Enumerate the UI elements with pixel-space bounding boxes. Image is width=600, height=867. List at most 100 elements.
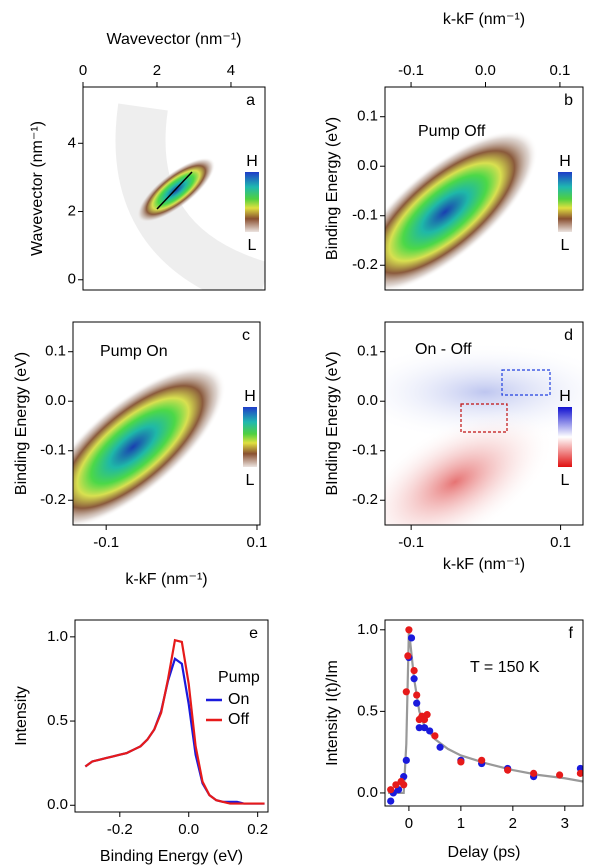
plot-area (84, 638, 265, 805)
point (413, 699, 421, 707)
colorbar (558, 172, 572, 232)
panel-letter: c (242, 327, 250, 344)
y-tick-label: 0.5 (357, 702, 378, 719)
x-tick-label: 0.1 (549, 62, 570, 79)
point (420, 724, 429, 732)
x-axis-label: k-kF (nm⁻¹) (443, 556, 525, 573)
plot-area (115, 103, 265, 290)
fit-line (388, 629, 583, 795)
panel-letter: b (564, 92, 573, 109)
y-tick-label: 0.0 (45, 392, 66, 409)
colorbar-low: L (561, 472, 570, 489)
point (576, 769, 583, 777)
frame (384, 619, 584, 807)
frame (74, 619, 269, 813)
point (413, 691, 421, 699)
colorbar (245, 172, 259, 232)
y-axis-label: Binding Energy (eV) (13, 352, 30, 495)
panel: -0.1 0.1 -0.2 -0.1 0.0 0.1 k-kF (nm⁻¹) BInding … (324, 321, 584, 573)
x-axis-label: Binding Energy (eV) (100, 848, 243, 865)
point (405, 626, 413, 634)
x-tick-label: 0 (405, 815, 413, 832)
intensity-blob (385, 130, 538, 290)
point (400, 781, 408, 789)
point (530, 769, 538, 777)
x-tick-label: 0.0 (475, 62, 496, 79)
panel-letter: e (249, 625, 258, 642)
point (423, 711, 431, 719)
x-axis-label: k-kF (nm⁻¹) (443, 11, 525, 28)
y-tick-label: 0.0 (357, 392, 378, 409)
y-tick-label: -0.1 (40, 442, 66, 459)
plot-area (385, 342, 583, 525)
frame (384, 86, 584, 291)
point (504, 766, 512, 774)
y-axis-label: BInding Energy (eV) (324, 351, 341, 495)
y-axis-label: Intensity I(t)/Im (324, 660, 341, 766)
point (392, 781, 400, 789)
point (431, 732, 439, 740)
colorbar-low: L (246, 472, 255, 489)
x-axis-label: Delay (ps) (448, 844, 521, 861)
legend-label: Off (228, 711, 250, 728)
y-tick-label: 0.1 (357, 343, 378, 360)
legend-label: On (228, 691, 249, 708)
annotation: On - Off (415, 341, 472, 358)
y-tick-label: 0.5 (47, 712, 68, 729)
x-tick-label: 2 (509, 815, 517, 832)
point (407, 634, 416, 642)
y-tick-label: 0.1 (357, 108, 378, 125)
y-tick-label: 0.0 (357, 157, 378, 174)
y-axis-label: Wavevector (nm⁻¹) (29, 121, 46, 256)
x-tick-label: 0 (79, 62, 87, 79)
panel: -0.1 0.1 -0.2 -0.1 0.0 0.1 k-kF (nm⁻¹) Binding … (13, 321, 267, 588)
y-tick-label: 0.0 (47, 796, 68, 813)
line (84, 638, 265, 805)
point (556, 771, 564, 779)
point (415, 724, 423, 732)
x-tick-label: 0.1 (550, 534, 571, 551)
point (457, 758, 465, 766)
point (402, 688, 410, 696)
point (387, 786, 395, 794)
plot-area (73, 365, 226, 525)
y-tick-label: 0.0 (357, 784, 378, 801)
point (410, 666, 418, 675)
point (436, 743, 444, 751)
colorbar-high: H (559, 388, 571, 405)
y-axis-label: Binding Energy (eV) (324, 117, 341, 260)
annotation: T = 150 K (470, 659, 540, 676)
point (387, 797, 395, 805)
x-axis-label: k-kF (nm⁻¹) (125, 571, 207, 588)
y-tick-label: 4 (68, 134, 76, 151)
y-tick-label: 0 (68, 271, 76, 288)
y-tick-label: 2 (68, 202, 76, 219)
frame (82, 86, 266, 291)
colorbar (243, 407, 257, 467)
y-tick-label: 1.0 (357, 621, 378, 638)
intensity-blob (73, 365, 226, 525)
x-axis-label: Wavevector (nm⁻¹) (107, 31, 242, 48)
panel-letter: a (246, 92, 255, 109)
point (426, 727, 434, 735)
arc-band (115, 103, 265, 290)
cut-line (156, 171, 193, 210)
x-tick-label: 4 (227, 62, 235, 79)
blue-box (501, 369, 551, 396)
x-tick-label: 1 (457, 815, 465, 832)
y-tick-label: -0.1 (352, 442, 378, 459)
panel: Pump On Off -0.2 0.0 0.2 0.0 0.5 1.0 Binding Ener… (13, 619, 269, 865)
frame (384, 321, 584, 526)
x-tick-label: 0.2 (247, 821, 268, 838)
plot-area (385, 130, 538, 290)
y-axis-label: Intensity (13, 686, 30, 746)
colorbar-high: H (244, 388, 256, 405)
legend-title: Pump (218, 669, 260, 686)
x-tick-label: 3 (561, 815, 569, 832)
y-tick-label: -0.2 (352, 491, 378, 508)
x-tick-label: -0.1 (398, 62, 424, 79)
x-tick-label: 0.0 (178, 821, 199, 838)
annotation: Pump Off (418, 123, 486, 140)
y-tick-label: -0.2 (352, 256, 378, 273)
